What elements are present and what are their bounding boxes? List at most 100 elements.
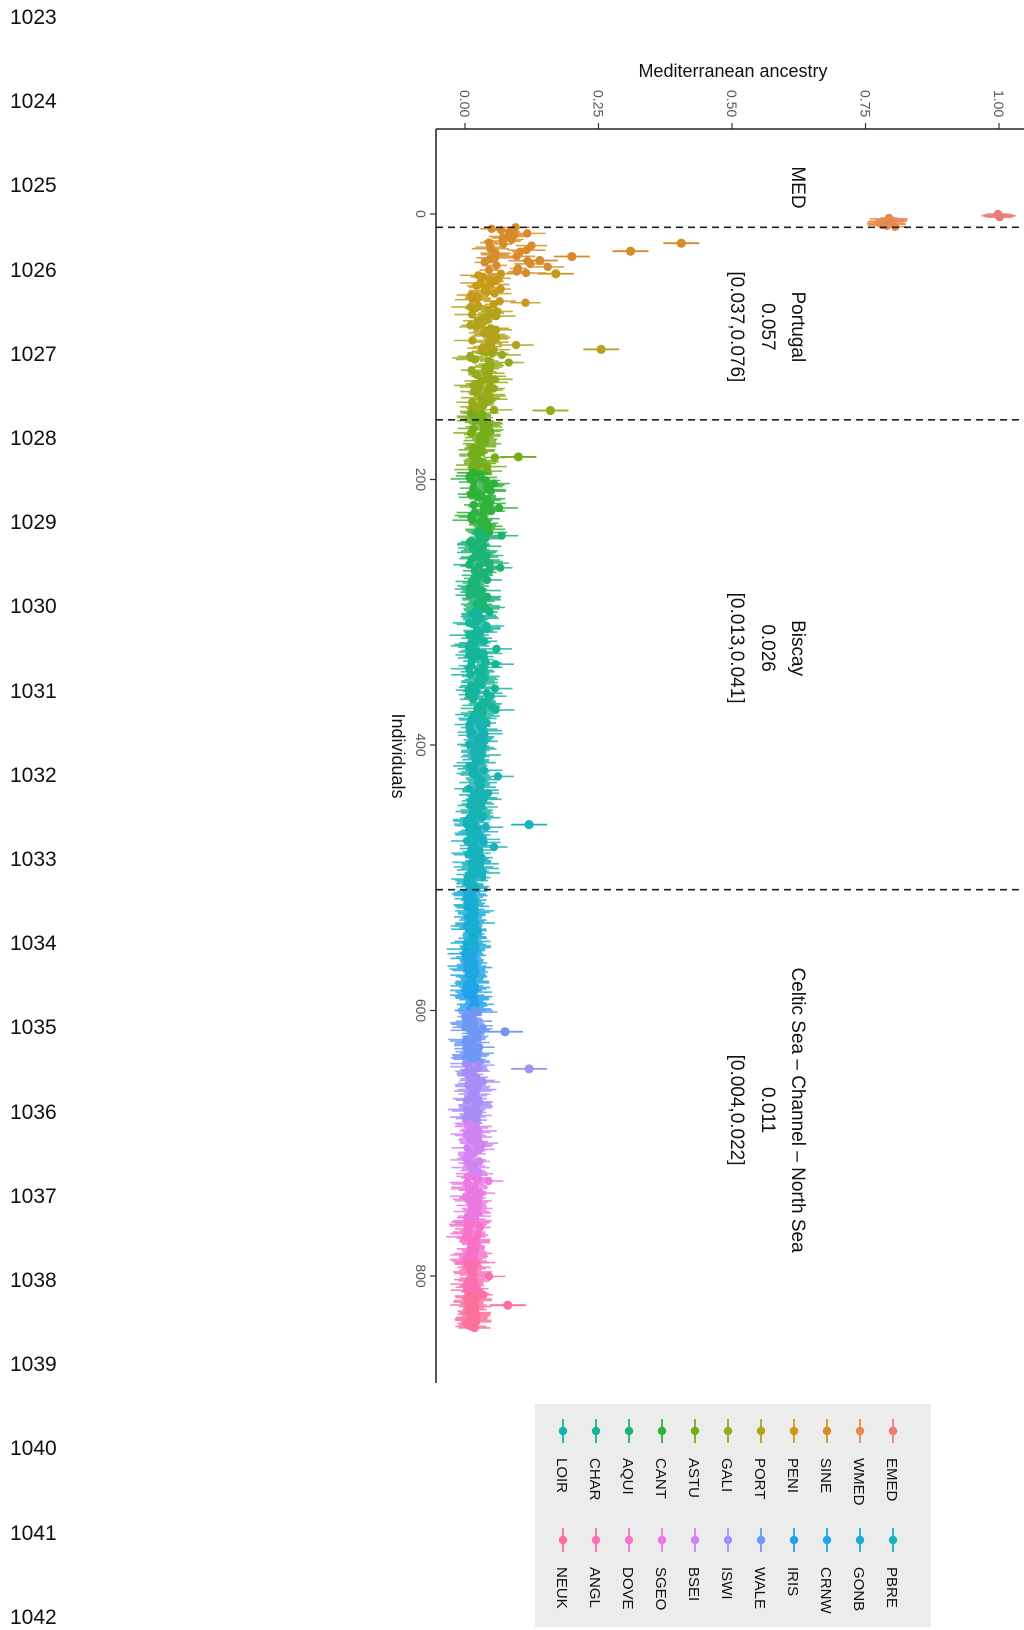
legend-key-point [888, 1535, 898, 1545]
line-number: 1030 [10, 595, 57, 619]
data-point [521, 268, 531, 278]
data-point [482, 718, 491, 728]
legend-label: CRNW [817, 1567, 834, 1614]
x-tick-label: 800 [413, 1264, 429, 1288]
legend-label: PORT [751, 1458, 768, 1499]
data-point [507, 235, 517, 244]
outlier-point [551, 269, 561, 279]
outlier-point [513, 452, 524, 462]
data-point [470, 1323, 479, 1333]
data-point [485, 558, 494, 568]
data-point [467, 310, 477, 319]
line-number: 1039 [10, 1353, 57, 1377]
line-number: 1032 [10, 763, 57, 787]
data-point [491, 659, 500, 669]
legend-label: ANGL [586, 1567, 603, 1608]
region-name: MED [787, 166, 808, 208]
data-point [543, 262, 552, 272]
data-point [492, 261, 501, 270]
legend-key-point [690, 1535, 700, 1545]
region-estimate: 0.057 [757, 303, 778, 351]
legend-key-point [723, 1426, 733, 1436]
region-boundaries [436, 226, 1024, 891]
legend-key-point [822, 1426, 832, 1436]
data-point [504, 358, 513, 367]
data-point [496, 563, 505, 572]
outlier-point [524, 1064, 534, 1074]
legend-label: ASTU [685, 1458, 702, 1498]
x-axis-title: Individuals [388, 713, 408, 798]
axes [435, 128, 1024, 1383]
line-number: 1034 [10, 932, 57, 956]
line-number: 1036 [10, 1100, 57, 1124]
data-point [488, 349, 497, 358]
data-point [490, 453, 500, 462]
legend-label: PBRE [883, 1567, 900, 1608]
data-point [469, 500, 478, 510]
points-layer [446, 209, 1016, 1333]
y-axis-title: Mediterranean ancestry [638, 61, 827, 81]
legend-label: GALI [718, 1458, 735, 1492]
legend-label: BSEI [685, 1567, 702, 1601]
data-point [490, 684, 500, 693]
data-point [526, 259, 535, 269]
region-name: Biscay [787, 620, 808, 676]
data-point [497, 350, 507, 360]
tick-labels: 0 200 400 600 800 0.00 0.25 0.50 0.75 1.00 [413, 90, 1007, 1288]
x-tick-label: 0 [413, 210, 429, 218]
legend-label: IRIS [784, 1567, 801, 1596]
data-point [489, 300, 498, 309]
y-tick-label: 0.50 [724, 90, 740, 117]
legend-key-point [855, 1426, 865, 1436]
legend-key-point [888, 1426, 898, 1436]
legend-key-point [822, 1535, 832, 1545]
region-estimate: 0.011 [757, 1087, 778, 1133]
region-name: Portugal [787, 291, 808, 362]
data-point [489, 405, 499, 415]
legend-label: WALE [751, 1567, 768, 1609]
outlier-point [545, 405, 556, 416]
region-interval: [0.037,0.076] [726, 271, 747, 382]
outlier-point [524, 820, 534, 830]
legend-label: GONB [850, 1567, 867, 1611]
legend-label: AQUI [619, 1458, 636, 1495]
legend-key-point [855, 1535, 865, 1545]
legend-key-point [723, 1535, 733, 1545]
data-point [480, 258, 489, 267]
legend-label: EMED [883, 1458, 900, 1502]
data-point [465, 590, 474, 600]
legend-key-point [624, 1426, 634, 1436]
x-tick-label: 200 [413, 468, 429, 492]
data-point [511, 223, 520, 232]
line-number: 1038 [10, 1269, 57, 1292]
data-point [489, 842, 499, 852]
legend-key-point [756, 1426, 766, 1436]
data-point [481, 822, 490, 832]
line-number: 1033 [10, 848, 57, 871]
outlier-point [625, 246, 636, 256]
line-number: 1031 [10, 679, 57, 703]
line-number: 1042 [10, 1605, 57, 1629]
legend-key-point [690, 1426, 700, 1436]
data-point [995, 212, 1004, 222]
line-number-gutter: 1023 1024 1025 1026 1027 1028 1029 1030 1031 1032… [0, 0, 80, 1629]
data-point [468, 695, 477, 704]
data-point [469, 477, 478, 487]
legend-key-point [624, 1535, 634, 1545]
legend-label: WMED [850, 1458, 867, 1506]
legend-key-point [657, 1426, 667, 1436]
region-interval: [0.004,0.022] [726, 1055, 747, 1166]
data-point [472, 281, 481, 291]
legend-background [535, 1404, 931, 1627]
line-number: 1026 [10, 258, 57, 282]
line-number: 1027 [10, 342, 57, 366]
line-number: 1028 [10, 427, 57, 450]
data-point [472, 322, 481, 331]
region-interval: [0.013,0.041] [726, 593, 747, 704]
x-tick-label: 600 [413, 999, 429, 1023]
legend-label: NEUK [553, 1567, 570, 1609]
y-tick-label: 0.25 [591, 90, 607, 117]
data-point [486, 486, 496, 496]
data-point [490, 289, 499, 298]
outlier-point [535, 255, 545, 266]
